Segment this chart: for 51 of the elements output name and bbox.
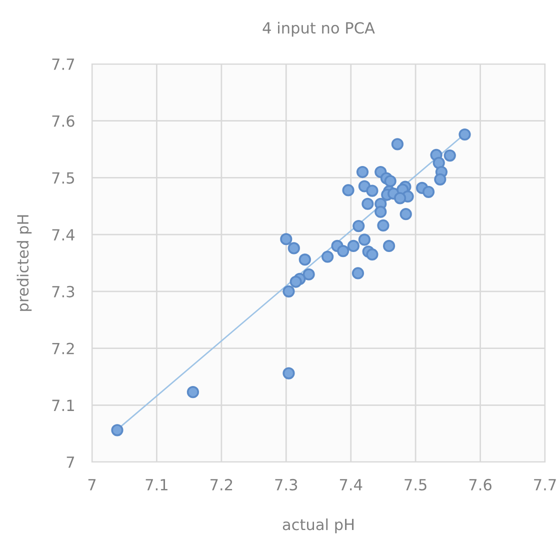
point	[366, 248, 378, 261]
point	[282, 367, 295, 380]
point	[377, 219, 390, 232]
x-tick-label: 7.1	[146, 479, 168, 490]
point	[298, 254, 311, 266]
x-tick-label: 7.6	[469, 478, 492, 490]
point	[111, 424, 124, 436]
y-tick-label: 7.3	[52, 286, 74, 298]
point	[302, 268, 315, 280]
point	[358, 234, 370, 246]
point	[186, 386, 200, 398]
point	[337, 245, 350, 258]
point	[366, 184, 378, 197]
point	[434, 173, 446, 186]
x-tick-label: 7	[88, 479, 96, 490]
point	[444, 149, 456, 162]
point	[347, 240, 360, 252]
point	[280, 233, 292, 246]
point	[352, 267, 364, 280]
y-tick-label: 7	[66, 456, 74, 468]
y-axis-title: predicted pH	[16, 215, 32, 311]
point	[290, 276, 302, 288]
chart-title: 4 input no PCA	[262, 22, 375, 37]
y-tick-label: 7.7	[52, 58, 74, 70]
x-tick-label: 7.4	[340, 479, 362, 490]
point	[322, 250, 334, 263]
x-tick-label: 7.3	[275, 478, 298, 490]
point	[342, 184, 354, 196]
point	[352, 220, 365, 232]
y-tick-label: 7.2	[52, 342, 74, 354]
point	[458, 128, 471, 141]
x-axis-title: actual pH	[282, 518, 354, 534]
point	[356, 166, 369, 178]
point	[400, 208, 412, 220]
y-tick-label: 7.6	[52, 115, 74, 127]
y-tick-label: 7.1	[52, 400, 74, 411]
x-tick-label: 7.2	[210, 478, 232, 490]
point	[374, 206, 387, 218]
point	[288, 242, 300, 254]
point	[432, 156, 445, 169]
x-tick-label: 7.7	[534, 479, 556, 490]
point	[282, 285, 295, 298]
point	[382, 240, 396, 252]
point	[391, 138, 404, 150]
y-tick-label: 7.5	[52, 172, 74, 184]
x-tick-label: 7.5	[404, 479, 426, 490]
point	[422, 186, 435, 198]
point	[394, 192, 406, 204]
point	[362, 198, 374, 210]
point	[384, 175, 396, 188]
y-tick-label: 7.4	[52, 229, 74, 240]
